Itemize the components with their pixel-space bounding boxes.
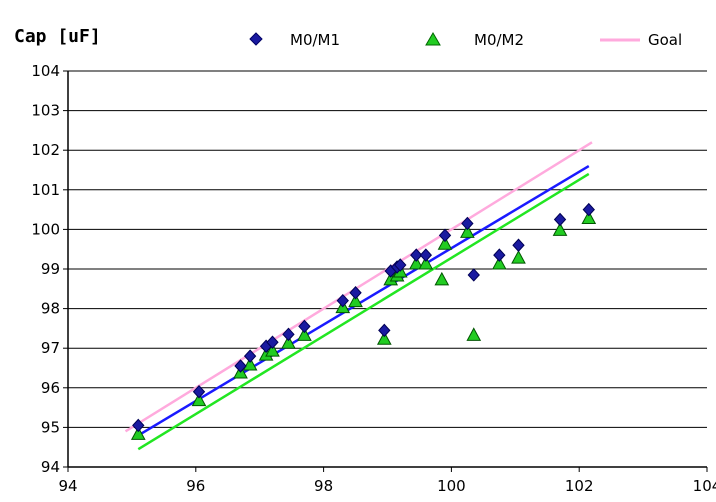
point-m0-m2-15 xyxy=(418,256,434,270)
legend-marker-m0-m1 xyxy=(249,32,263,46)
y-tick-label-98: 98 xyxy=(41,300,60,318)
point-m0-m2-20 xyxy=(491,256,507,270)
axes xyxy=(63,70,708,472)
x-tick-label-94: 94 xyxy=(58,477,77,495)
point-m0-m1-22 xyxy=(582,202,595,217)
point-m0-m1-1 xyxy=(192,385,206,399)
point-m0-m1-2 xyxy=(234,359,247,373)
y-tick-label-94: 94 xyxy=(41,458,60,476)
point-m0-m1-19 xyxy=(493,248,506,262)
legend-marker-m0-m2 xyxy=(425,32,441,46)
point-m0-m1-9 xyxy=(349,286,362,300)
point-m0-m1-0 xyxy=(132,418,145,433)
point-m0-m2-3 xyxy=(242,356,258,371)
data-points xyxy=(130,202,597,440)
x-tick-label-102: 102 xyxy=(565,477,594,495)
y-tick-label-97: 97 xyxy=(41,339,60,357)
point-m0-m1-7 xyxy=(298,319,311,334)
x-tick-label-98: 98 xyxy=(314,477,333,495)
chart-title: Cap [uF] xyxy=(14,26,101,47)
legend-label-goal: Goal xyxy=(648,31,682,49)
y-tick-label-101: 101 xyxy=(31,181,60,199)
point-m0-m2-1 xyxy=(191,392,207,407)
point-m0-m2-17 xyxy=(437,236,453,250)
fit-lines xyxy=(124,141,593,451)
point-m0-m2-0 xyxy=(130,426,146,440)
x-tick-label-100: 100 xyxy=(437,477,466,495)
tick-labels: 94 95 96 97 98 99 100 101 102 103 104 94 96 98 100 102 1… xyxy=(31,62,716,495)
point-m0-m2-5 xyxy=(265,343,280,357)
point-m0-m1-5 xyxy=(266,335,279,349)
point-m0-m1-16 xyxy=(438,228,452,243)
legend-label-m0-m2: M0/M2 xyxy=(474,31,524,49)
point-m0-m1-6 xyxy=(282,327,295,342)
point-m0-m2-21 xyxy=(511,250,526,264)
legend: M0/M1 M0/M2 Goal xyxy=(249,31,682,49)
x-tick-label-96: 96 xyxy=(186,477,205,495)
point-m0-m1-18 xyxy=(467,268,480,282)
point-m0-m2-16 xyxy=(434,271,450,286)
point-m0-m2-19 xyxy=(466,327,482,341)
point-m0-m2-14 xyxy=(408,256,424,270)
series-line-fit-2 xyxy=(134,164,590,439)
y-tick-label-99: 99 xyxy=(41,260,60,278)
point-m0-m2-10 xyxy=(376,331,392,345)
legend-label-m0-m1: M0/M1 xyxy=(290,31,340,49)
point-m0-m1-15 xyxy=(419,248,433,262)
point-m0-m1-3 xyxy=(243,349,257,363)
point-m0-m2-18 xyxy=(460,224,475,238)
y-tick-label-103: 103 xyxy=(31,102,60,120)
point-m0-m1-17 xyxy=(461,216,474,231)
point-m0-m2-23 xyxy=(581,210,597,225)
y-tick-label-104: 104 xyxy=(31,62,60,80)
y-tick-label-95: 95 xyxy=(41,418,60,436)
point-m0-m2-7 xyxy=(297,327,312,341)
point-m0-m2-22 xyxy=(552,222,568,236)
point-m0-m2-9 xyxy=(348,293,363,308)
point-m0-m1-14 xyxy=(410,248,423,262)
point-m0-m1-13 xyxy=(394,258,407,272)
series-line-fit-3 xyxy=(137,172,590,451)
series-line-goal xyxy=(124,141,593,433)
point-m0-m1-21 xyxy=(553,212,567,227)
y-tick-label-102: 102 xyxy=(31,141,60,159)
point-m0-m1-20 xyxy=(512,238,525,252)
y-tick-label-100: 100 xyxy=(31,220,60,238)
point-m0-m1-10 xyxy=(378,323,391,338)
y-tick-label-96: 96 xyxy=(41,379,60,397)
point-m0-m2-6 xyxy=(281,335,296,349)
point-m0-m1-8 xyxy=(336,293,349,308)
x-tick-label-104: 104 xyxy=(693,477,716,495)
